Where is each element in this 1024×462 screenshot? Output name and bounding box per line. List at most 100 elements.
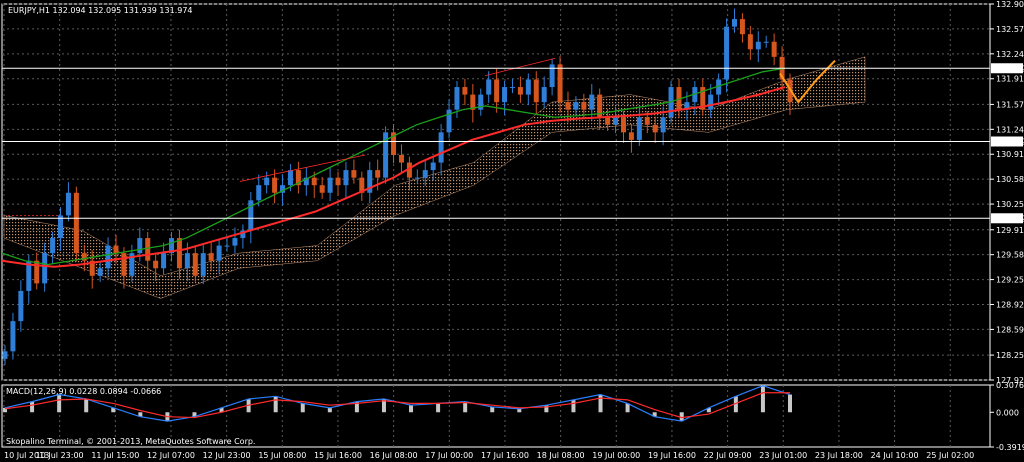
candle-body [636, 117, 642, 140]
x-tick-label: 12 Jul 07:00 [147, 451, 195, 460]
candle-body [169, 238, 175, 254]
candle-body [763, 41, 769, 43]
candle-body [502, 87, 508, 103]
macd-histogram-bar [706, 407, 711, 413]
candle-body [446, 109, 452, 133]
x-tick-label: 18 Jul 08:00 [537, 451, 585, 460]
x-tick-label: 22 Jul 09:00 [704, 451, 752, 460]
macd-y-tick-label: -0.3919 [996, 443, 1024, 452]
y-tick-label: 128.250 [996, 351, 1024, 360]
y-tick-label: 129.910 [996, 226, 1024, 235]
symbol-info: EURJPY,H1 132.094 132.095 131.939 131.97… [8, 6, 193, 15]
macd-histogram-bar [652, 412, 657, 417]
macd-histogram-bar [598, 394, 603, 413]
candle-body [573, 102, 579, 110]
x-tick-label: 16 Jul 08:00 [370, 451, 418, 460]
y-tick-label: 128.920 [996, 300, 1024, 309]
candle-body [216, 245, 222, 261]
candle-body [494, 79, 500, 103]
macd-y-tick-label: 0.000 [996, 408, 1019, 417]
macd-histogram-bar [760, 385, 765, 413]
level-price-label: 130.062 [993, 214, 1024, 223]
y-tick-label: 131.240 [996, 125, 1024, 134]
macd-histogram-bar [84, 398, 89, 413]
macd-histogram-bar [57, 394, 62, 413]
candle-body [517, 87, 523, 95]
candle-body [113, 245, 119, 254]
moving-average-slow [1, 86, 786, 268]
x-tick-label: 19 Jul 00:00 [592, 451, 640, 460]
candle-body [343, 170, 349, 186]
candle-body [335, 177, 341, 186]
candle-body [478, 94, 484, 110]
candle-body [192, 253, 198, 276]
macd-signal-line [4, 392, 790, 419]
candle-body [739, 19, 745, 35]
candle-body [280, 185, 286, 193]
candle-body [200, 253, 206, 276]
x-tick-label: 17 Jul 00:00 [425, 451, 473, 460]
candle-body [597, 94, 603, 118]
macd-histogram-bar [733, 396, 738, 413]
candle-body [248, 200, 254, 231]
x-tick-label: 12 Jul 23:00 [203, 451, 251, 460]
candle-body [716, 79, 722, 95]
candle-body [406, 162, 412, 178]
candle-body [81, 253, 87, 261]
level-price-box [991, 213, 1023, 224]
y-tick-label: 132.240 [996, 50, 1024, 59]
candle-body [367, 170, 373, 193]
candle-body [644, 117, 650, 125]
candle-body [89, 260, 95, 276]
candle-body [105, 245, 111, 269]
y-tick-label: 130.250 [996, 200, 1024, 209]
level-price-label: 132.049 [993, 64, 1024, 73]
candle-body [462, 87, 468, 95]
candle-body [10, 321, 16, 352]
candle-body [613, 117, 619, 125]
candle-body [549, 64, 555, 88]
candle-body [287, 170, 293, 186]
candle-body [660, 117, 666, 133]
candle-body [232, 238, 238, 246]
candle-body [34, 260, 40, 284]
candle-body [319, 185, 325, 193]
candle-body [708, 94, 714, 110]
candle-body [153, 260, 159, 269]
macd-histogram-bar [788, 394, 792, 413]
x-tick-label: 19 Jul 16:00 [648, 451, 696, 460]
candle-body [620, 117, 626, 133]
candle-body [557, 64, 563, 103]
y-tick-label: 127.920 [996, 376, 1024, 385]
x-tick-label: 11 Jul 15:00 [91, 451, 139, 460]
x-tick-label: 10 Jul 23:00 [36, 451, 84, 460]
macd-histogram-bar [273, 396, 278, 413]
candle-body [26, 260, 32, 291]
x-tick-label: 24 Jul 10:00 [871, 451, 919, 460]
candle-body [533, 79, 539, 103]
candle-body [121, 253, 127, 276]
macd-y-tick-label: 0.3076 [996, 381, 1024, 390]
candle-body [264, 177, 270, 186]
level-price-label: 131.079 [993, 137, 1024, 146]
candle-body [398, 155, 404, 163]
candle-body [137, 238, 143, 254]
y-tick-label: 128.590 [996, 325, 1024, 334]
forecast-zigzag [779, 59, 836, 104]
candle-body [303, 177, 309, 186]
candle-body [176, 238, 182, 269]
macd-histogram-bar [436, 403, 441, 413]
candle-body [747, 34, 753, 50]
main-pane-frame [1, 3, 991, 381]
candle-body [684, 102, 690, 110]
y-tick-label: 132.900 [996, 0, 1024, 9]
candle-body [438, 132, 444, 163]
candle-body [18, 290, 24, 322]
candle-body [605, 117, 611, 125]
candle-body [486, 79, 492, 95]
macd-histogram-bar [138, 412, 143, 417]
candle-body [430, 162, 436, 171]
moving-average-fast [1, 67, 786, 266]
